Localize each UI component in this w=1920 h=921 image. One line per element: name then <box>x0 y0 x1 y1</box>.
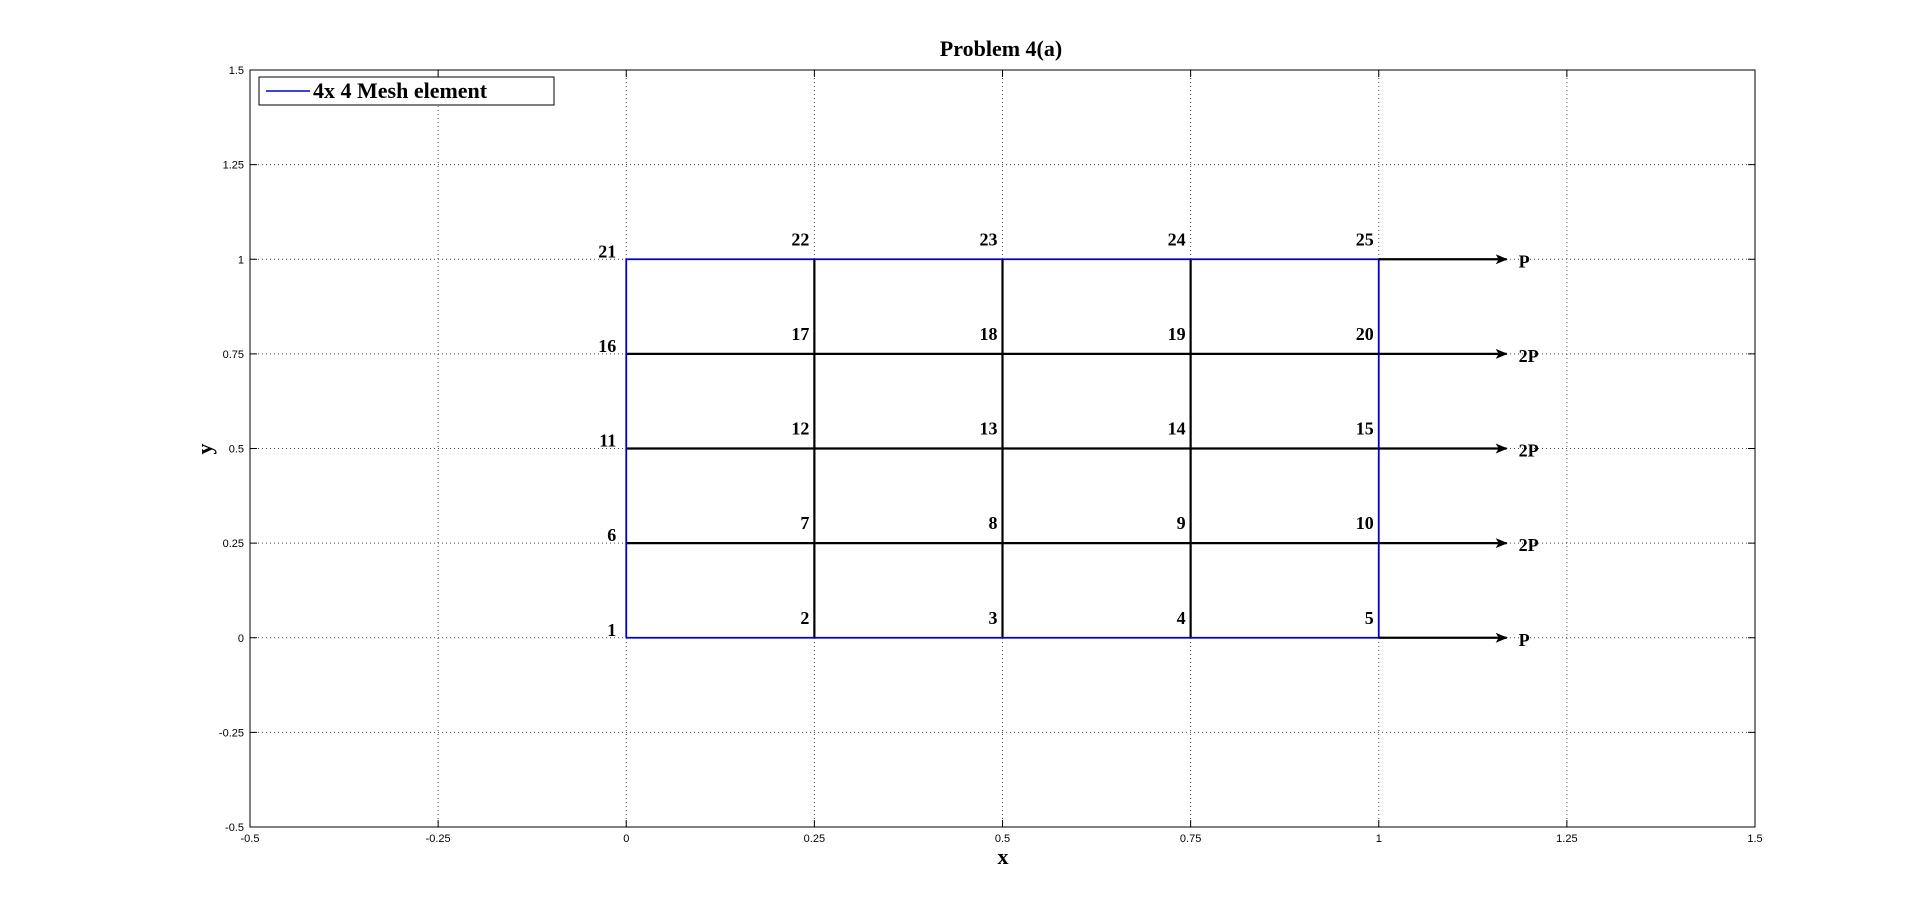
y-axis-label: y <box>192 444 217 455</box>
node-label: 4 <box>1177 608 1186 628</box>
node-label: 22 <box>791 229 809 249</box>
x-tick-label: 1.5 <box>1747 833 1762 845</box>
x-tick-label: -0.5 <box>241 833 260 845</box>
node-label: 23 <box>980 229 998 249</box>
x-axis-label: x <box>998 844 1009 869</box>
load-label: 2P <box>1519 346 1539 366</box>
legend-entry: 4x 4 Mesh element <box>313 78 488 103</box>
node-label: 9 <box>1177 513 1186 533</box>
load-label: P <box>1519 630 1530 650</box>
x-tick-label: 1.25 <box>1556 833 1577 845</box>
node-label: 1 <box>607 620 616 640</box>
node-label: 19 <box>1168 324 1186 344</box>
node-label: 18 <box>980 324 998 344</box>
node-label: 20 <box>1356 324 1374 344</box>
node-label: 8 <box>989 513 998 533</box>
node-label: 14 <box>1168 419 1186 439</box>
x-tick-label: 0 <box>623 833 629 845</box>
node-label: 16 <box>598 336 616 356</box>
node-label: 12 <box>791 419 809 439</box>
x-tick-label: -0.25 <box>426 833 451 845</box>
y-tick-label: 1.5 <box>229 65 244 77</box>
load-label: 2P <box>1519 441 1539 461</box>
node-label: 10 <box>1356 513 1374 533</box>
load-arrows: P 2P 2P 2P P <box>1378 251 1539 650</box>
x-tick-label: 1 <box>1376 833 1382 845</box>
node-label: 6 <box>607 525 616 545</box>
y-tick-label: 0 <box>238 633 244 645</box>
y-tick-label: 1 <box>238 254 244 266</box>
legend: 4x 4 Mesh element <box>258 76 555 106</box>
x-tick-label: 0.5 <box>995 833 1010 845</box>
node-label: 2 <box>800 608 809 628</box>
x-tick-label: 0.25 <box>804 833 825 845</box>
node-label: 21 <box>598 241 616 261</box>
chart-title: Problem 4(a) <box>940 36 1062 61</box>
node-label: 11 <box>599 431 616 451</box>
y-tick-label: 0.25 <box>223 538 244 550</box>
y-tick-label: -0.25 <box>219 727 244 739</box>
x-tick-label: 0.75 <box>1180 833 1201 845</box>
y-tick-label: 0.75 <box>223 349 244 361</box>
y-tick-label: 0.5 <box>229 444 244 456</box>
y-tick-label: -0.5 <box>225 822 244 834</box>
node-label: 13 <box>980 419 998 439</box>
load-label: 2P <box>1519 535 1539 555</box>
axis-ticks: -0.5 -0.25 0 0.25 0.5 0.75 1 1.25 1.5 -0.5 -0.25 0 0… <box>219 65 1763 845</box>
mesh-lines <box>626 259 1379 638</box>
y-tick-label: 1.25 <box>223 160 244 172</box>
node-label: 3 <box>989 608 998 628</box>
node-label: 5 <box>1365 608 1374 628</box>
load-label: P <box>1519 251 1530 271</box>
node-label: 25 <box>1356 229 1374 249</box>
node-label: 7 <box>800 513 809 533</box>
node-label: 24 <box>1168 229 1186 249</box>
node-label: 15 <box>1356 419 1374 439</box>
node-label: 17 <box>791 324 809 344</box>
